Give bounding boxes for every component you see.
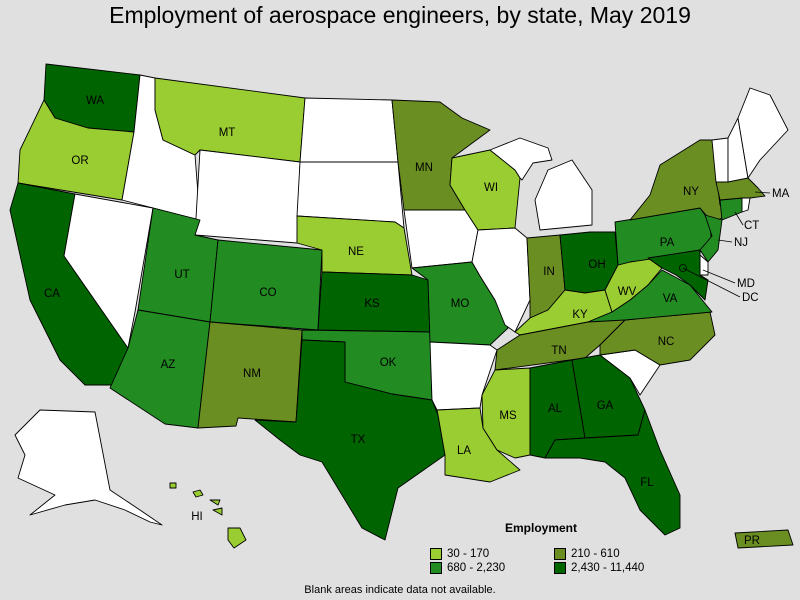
blank-areas-note: Blank areas indicate data not available. xyxy=(304,584,496,596)
svg-text:UT: UT xyxy=(174,269,189,281)
svg-text:MT: MT xyxy=(219,127,236,139)
svg-text:NE: NE xyxy=(348,246,364,258)
state-nd[interactable] xyxy=(299,97,399,163)
legend-item-210-610: 210 - 610 xyxy=(554,548,620,560)
state-mi[interactable] xyxy=(489,137,593,231)
svg-text:IN: IN xyxy=(543,266,555,278)
svg-text:AZ: AZ xyxy=(161,359,176,371)
svg-text:DC: DC xyxy=(742,292,759,304)
state-md[interactable] xyxy=(647,249,709,301)
svg-text:NJ: NJ xyxy=(734,237,748,249)
state-ar[interactable] xyxy=(429,341,498,411)
svg-text:MD: MD xyxy=(737,278,755,290)
svg-text:TX: TX xyxy=(351,434,366,446)
svg-text:CO: CO xyxy=(259,287,276,299)
svg-text:MN: MN xyxy=(415,162,433,174)
svg-text:LA: LA xyxy=(457,445,471,457)
legend-title: Employment xyxy=(505,521,578,535)
map-title: Employment of aerospace engineers, by st… xyxy=(109,2,691,28)
svg-text:GA: GA xyxy=(597,400,614,412)
svg-text:KY: KY xyxy=(572,309,588,321)
svg-text:HI: HI xyxy=(191,511,203,523)
legend-swatch xyxy=(554,548,566,560)
state-il[interactable] xyxy=(471,227,531,333)
svg-text:PA: PA xyxy=(660,237,675,249)
legend-swatch xyxy=(554,562,566,574)
svg-text:MS: MS xyxy=(499,410,517,422)
legend-label: 2,430 - 11,440 xyxy=(571,562,645,574)
svg-text:NY: NY xyxy=(683,186,699,198)
state-ct[interactable] xyxy=(719,197,743,221)
state-hi[interactable] xyxy=(169,482,247,549)
legend-label: 30 - 170 xyxy=(447,548,490,560)
state-ma[interactable] xyxy=(715,177,766,201)
legend-label: 680 - 2,230 xyxy=(447,562,506,574)
svg-text:CA: CA xyxy=(44,288,60,300)
svg-text:WV: WV xyxy=(618,286,637,298)
svg-text:OR: OR xyxy=(71,155,88,167)
state-me[interactable] xyxy=(737,87,789,179)
legend-item-30-170: 30 - 170 xyxy=(430,548,489,560)
legend-item-680-2230: 680 - 2,230 xyxy=(430,562,505,574)
legend-swatch xyxy=(430,562,442,574)
legend-item-2430-11440: 2,430 - 11,440 xyxy=(554,562,644,574)
state-nv[interactable] xyxy=(63,193,154,349)
state-labels: WA OR CA MT UT CO AZ NM NE KS OK TX MN M… xyxy=(44,95,790,547)
svg-text:FL: FL xyxy=(640,477,654,489)
state-pr[interactable] xyxy=(734,529,794,549)
svg-text:WA: WA xyxy=(86,95,104,107)
svg-text:VA: VA xyxy=(663,293,678,305)
legend-label: 210 - 610 xyxy=(571,548,620,560)
svg-text:MA: MA xyxy=(772,188,790,200)
svg-text:OK: OK xyxy=(380,357,397,369)
label-leader-lines xyxy=(682,191,771,298)
svg-text:TN: TN xyxy=(551,345,566,357)
state-tx[interactable] xyxy=(254,339,446,541)
svg-text:WI: WI xyxy=(484,182,498,194)
svg-text:PR: PR xyxy=(744,535,760,547)
legend-swatch xyxy=(430,548,442,560)
state-wy[interactable] xyxy=(194,149,301,244)
svg-text:AL: AL xyxy=(548,403,563,415)
state-co[interactable] xyxy=(209,239,323,331)
state-ri[interactable] xyxy=(741,197,751,213)
svg-text:NM: NM xyxy=(243,368,261,380)
state-ia[interactable] xyxy=(403,209,479,269)
state-la[interactable] xyxy=(436,407,521,483)
svg-text:OH: OH xyxy=(588,259,605,271)
state-fl[interactable] xyxy=(544,409,681,536)
svg-text:CT: CT xyxy=(744,220,759,232)
state-ak[interactable] xyxy=(14,409,163,526)
svg-text:KS: KS xyxy=(364,298,380,310)
svg-text:MO: MO xyxy=(451,298,470,310)
svg-text:NC: NC xyxy=(658,336,675,348)
